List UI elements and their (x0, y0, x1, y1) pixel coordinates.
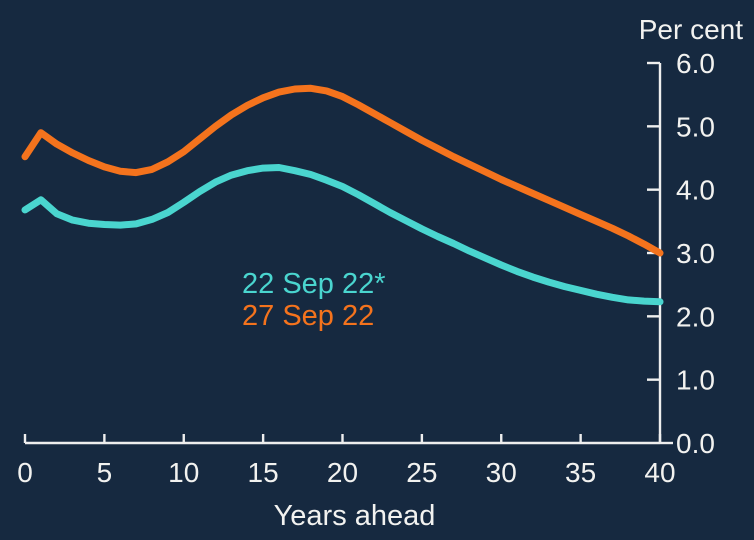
y-tick-label: 3.0 (676, 238, 715, 269)
x-tick-label: 10 (168, 457, 199, 488)
y-tick-label: 5.0 (676, 111, 715, 142)
chart-legend: 22 Sep 22* 27 Sep 22 (242, 268, 386, 332)
y-tick-label: 6.0 (676, 48, 715, 79)
y-tick-label: 2.0 (676, 301, 715, 332)
x-tick-label: 40 (644, 457, 675, 488)
x-tick-label: 15 (248, 457, 279, 488)
y-tick-label: 0.0 (676, 428, 715, 459)
x-tick-label: 5 (97, 457, 113, 488)
x-tick-label: 0 (17, 457, 33, 488)
series-line-22-sep-22 (21, 164, 664, 306)
series-line-27-sep-22 (21, 84, 664, 257)
legend-item-22-sep-22: 22 Sep 22* (242, 268, 386, 300)
legend-item-27-sep-22: 27 Sep 22 (242, 300, 375, 332)
x-tick-label: 25 (406, 457, 437, 488)
y-tick-label: 1.0 (676, 365, 715, 396)
x-tick-label: 35 (565, 457, 596, 488)
x-tick-label: 30 (486, 457, 517, 488)
y-axis-unit-label: Per cent (638, 14, 743, 45)
x-tick-label: 20 (327, 457, 358, 488)
y-tick-label: 4.0 (676, 175, 715, 206)
x-axis-title: Years ahead (273, 500, 436, 532)
